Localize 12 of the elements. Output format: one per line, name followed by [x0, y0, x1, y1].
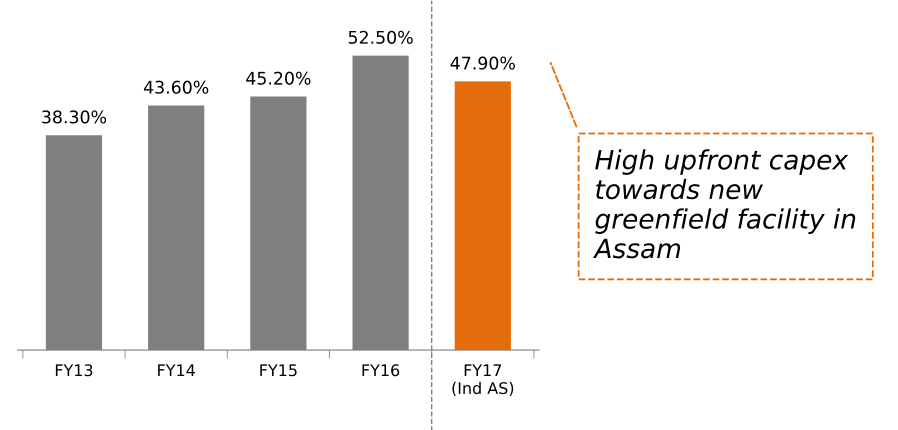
data-label: 43.60%: [144, 80, 208, 94]
data-label: 38.30%: [42, 110, 106, 124]
x-tick-label: FY17 (Ind AS): [452, 364, 514, 396]
text: High upfront capex towards new greenfield facility in Assam: [593, 149, 856, 258]
data-label: 47.90%: [450, 56, 515, 70]
x-tick-label: FY16: [362, 364, 400, 376]
x-tick-label: FY15: [260, 364, 297, 376]
bar: [454, 81, 511, 350]
x-tick-label: FY14: [158, 364, 195, 376]
data-label: 52.50%: [348, 30, 413, 44]
x-tick-label: FY13: [56, 364, 92, 376]
data-label: 45.20%: [246, 72, 311, 85]
